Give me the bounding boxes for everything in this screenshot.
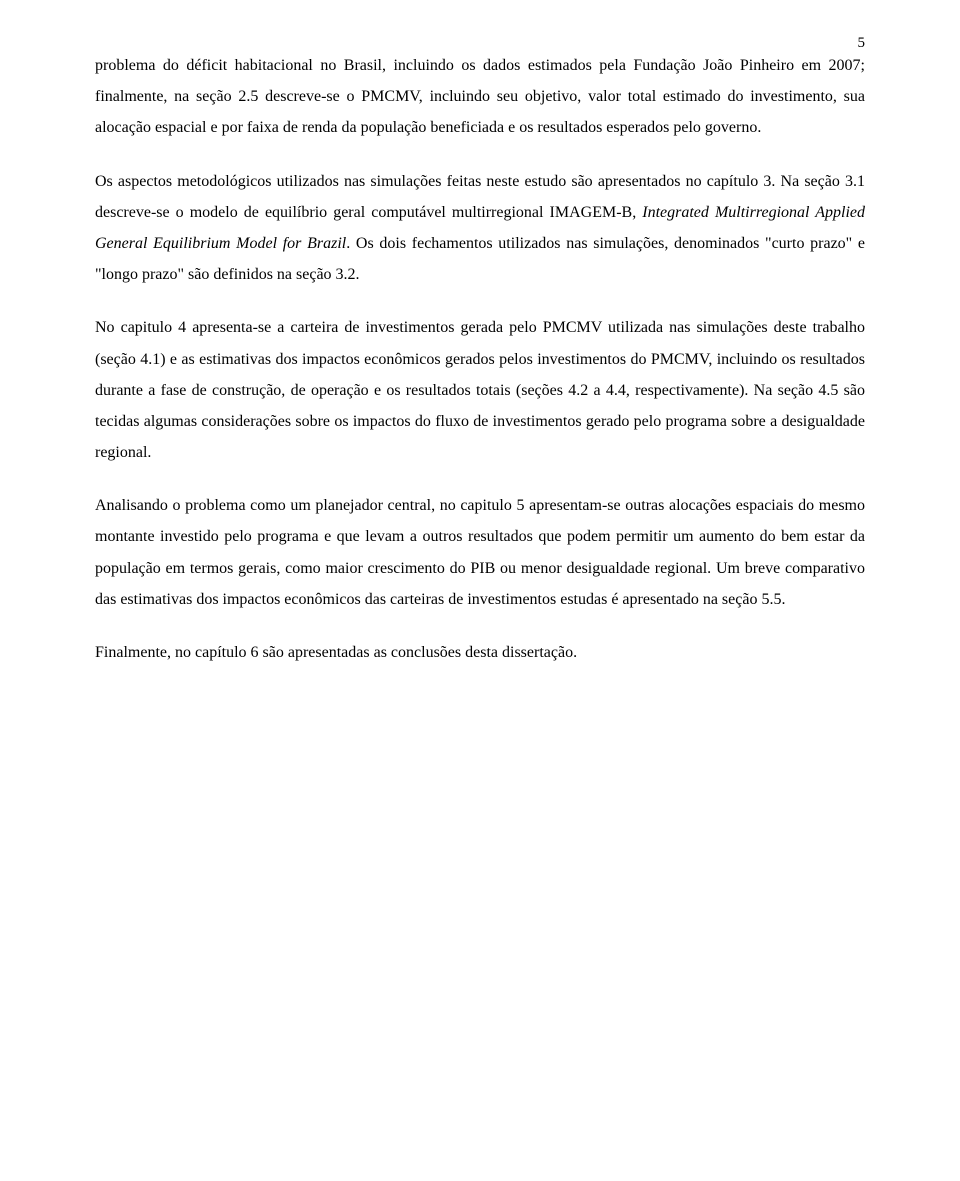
- paragraph-4: Analisando o problema como um planejador…: [95, 490, 865, 615]
- paragraph-2: Os aspectos metodológicos utilizados nas…: [95, 166, 865, 291]
- page-content: problema do déficit habitacional no Bras…: [95, 50, 865, 668]
- paragraph-5: Finalmente, no capítulo 6 são apresentad…: [95, 637, 865, 668]
- text-run: No capitulo 4 apresenta-se a carteira de…: [95, 319, 865, 461]
- document-page: 5 problema do déficit habitacional no Br…: [0, 0, 960, 1181]
- paragraph-1: problema do déficit habitacional no Bras…: [95, 50, 865, 144]
- page-number: 5: [858, 35, 866, 52]
- text-run: Finalmente, no capítulo 6 são apresentad…: [95, 644, 577, 661]
- paragraph-3: No capitulo 4 apresenta-se a carteira de…: [95, 312, 865, 468]
- text-run: Analisando o problema como um planejador…: [95, 497, 865, 608]
- text-run: problema do déficit habitacional no Bras…: [95, 57, 865, 136]
